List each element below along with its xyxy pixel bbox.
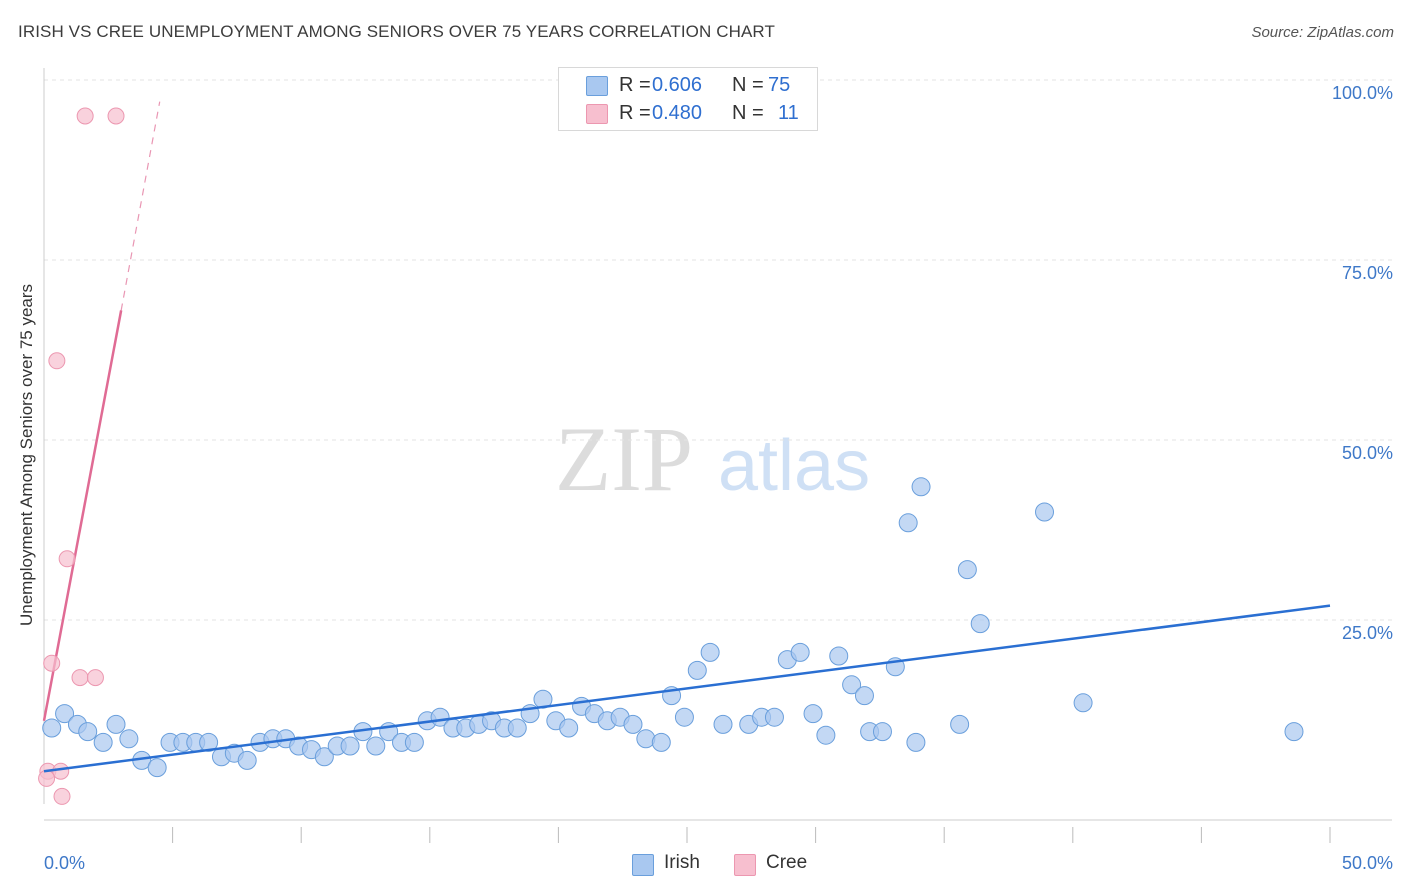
irish-point: [1035, 502, 1055, 522]
irish-point: [1073, 693, 1093, 713]
irish-point: [872, 722, 892, 742]
irish-point: [970, 614, 990, 634]
r-label: R =: [619, 102, 651, 124]
irish-point: [93, 732, 113, 752]
chart-source: Source: ZipAtlas.com: [1251, 24, 1394, 41]
irish-trend-line: [43, 604, 1331, 773]
irish-point: [906, 732, 926, 752]
irish-point: [314, 747, 334, 767]
r-label: R =: [619, 74, 651, 96]
watermark-atlas: atlas: [718, 426, 870, 506]
irish-point: [55, 704, 75, 724]
irish-point: [1284, 722, 1304, 742]
irish-point: [404, 732, 424, 752]
cree-legend-swatch: [734, 854, 756, 876]
cree-trend-extension: [120, 101, 161, 311]
irish-point: [366, 736, 386, 756]
correlation-legend: R = 0.606 N = 75 R = 0.480 N = 11: [558, 67, 818, 131]
irish-point: [816, 725, 836, 745]
irish-point: [340, 736, 360, 756]
x-tick-label: 0.0%: [44, 853, 85, 873]
irish-point: [147, 758, 167, 778]
r-value: 0.606: [652, 74, 703, 96]
irish-point: [957, 560, 977, 580]
irish-point: [674, 707, 694, 727]
irish-point: [42, 718, 62, 738]
n-label: N =: [732, 102, 764, 124]
n-label: N =: [732, 74, 764, 96]
n-value: 75: [768, 74, 791, 96]
cree-point: [58, 550, 76, 568]
chart-title: IRISH VS CREE UNEMPLOYMENT AMONG SENIORS…: [18, 22, 775, 41]
irish-point: [78, 722, 98, 742]
irish-point: [911, 477, 931, 497]
cree-swatch: [586, 104, 608, 124]
irish-legend-swatch: [632, 854, 654, 876]
irish-point: [559, 718, 579, 738]
y-axis-label: Unemployment Among Seniors over 75 years: [17, 283, 36, 627]
cree-point: [52, 762, 70, 780]
irish-swatch: [586, 76, 608, 96]
x-tick-label: 50.0%: [1342, 853, 1393, 873]
cree-point: [71, 669, 89, 687]
irish-point: [636, 729, 656, 749]
irish-point: [119, 729, 139, 749]
irish-point: [507, 718, 527, 738]
cree-point: [38, 769, 56, 787]
irish-point: [898, 513, 918, 533]
r-value: 0.480: [652, 102, 703, 124]
irish-point: [687, 660, 707, 680]
irish-point: [829, 646, 849, 666]
cree-point: [107, 107, 125, 125]
irish-point: [950, 714, 970, 734]
cree-trend-line: [42, 310, 123, 722]
irish-point: [237, 750, 257, 770]
irish-point: [106, 714, 126, 734]
irish-point: [790, 642, 810, 662]
y-tick-label: 75.0%: [1342, 263, 1393, 283]
cree-point: [48, 352, 66, 370]
cree-point: [86, 669, 104, 687]
y-tick-label: 100.0%: [1332, 83, 1393, 103]
irish-point: [623, 714, 643, 734]
cree-point: [76, 107, 94, 125]
irish-point: [199, 732, 219, 752]
irish-point: [842, 675, 862, 695]
irish-point: [700, 642, 720, 662]
irish-point: [764, 707, 784, 727]
n-value: 11: [778, 102, 799, 124]
cree-legend-label: Cree: [766, 852, 808, 873]
y-tick-label: 25.0%: [1342, 623, 1393, 643]
irish-point: [651, 732, 671, 752]
watermark-zip: ZIP: [555, 408, 693, 510]
irish-legend-label: Irish: [664, 852, 700, 873]
irish-point: [854, 686, 874, 706]
cree-point: [53, 787, 71, 805]
cree-point: [43, 654, 61, 672]
irish-point: [803, 704, 823, 724]
y-tick-label: 50.0%: [1342, 443, 1393, 463]
irish-point: [713, 714, 733, 734]
